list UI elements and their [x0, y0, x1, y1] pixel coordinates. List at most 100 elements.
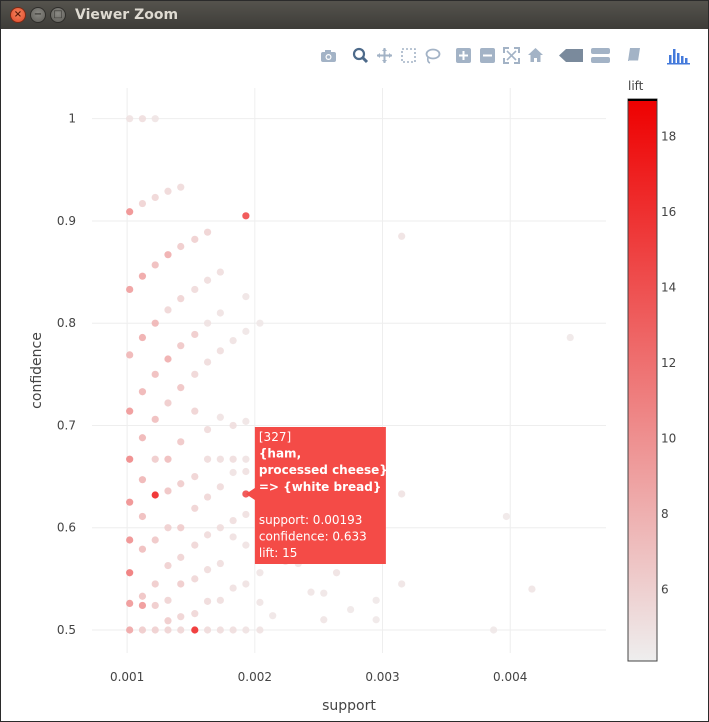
scatter-point[interactable]	[138, 601, 147, 610]
scatter-point[interactable]	[126, 498, 134, 506]
box-select-icon[interactable]	[401, 48, 416, 63]
scatter-point[interactable]	[191, 285, 199, 294]
scatter-point[interactable]	[398, 232, 406, 240]
scatter-point[interactable]	[138, 592, 147, 600]
scatter-point[interactable]	[138, 199, 147, 208]
scatter-point[interactable]	[372, 596, 380, 604]
reset-axes-icon[interactable]	[528, 48, 543, 62]
scatter-point[interactable]	[229, 533, 237, 541]
scatter-point[interactable]	[216, 413, 224, 421]
scatter-point[interactable]	[216, 309, 224, 317]
scatter-point[interactable]	[177, 613, 185, 621]
scatter-point[interactable]	[164, 596, 172, 604]
scatter-point[interactable]	[164, 561, 172, 570]
scatter-point[interactable]	[177, 242, 185, 251]
scatter-point[interactable]	[320, 616, 328, 624]
scatter-point[interactable]	[242, 327, 250, 335]
close-button[interactable]: ×	[10, 7, 26, 23]
scatter-point[interactable]	[138, 115, 147, 123]
scatter-point[interactable]	[229, 421, 237, 430]
zoom-out-icon[interactable]	[480, 48, 495, 63]
scatter-point[interactable]	[177, 438, 185, 446]
scatter-point[interactable]	[229, 626, 237, 634]
scatter-point[interactable]	[229, 516, 237, 525]
scatter-point[interactable]	[229, 584, 237, 592]
scatter-point[interactable]	[177, 342, 185, 350]
scatter-point[interactable]	[151, 626, 159, 634]
scatter-point[interactable]	[177, 480, 185, 488]
scatter-point[interactable]	[138, 545, 147, 553]
scatter-point[interactable]	[216, 559, 224, 568]
scatter-point[interactable]	[126, 351, 134, 359]
scatter-point[interactable]	[151, 370, 159, 378]
scatter-point[interactable]	[138, 333, 147, 342]
scatter-point[interactable]	[229, 336, 237, 345]
scatter-point[interactable]	[138, 434, 147, 442]
scatter-point[interactable]	[177, 384, 185, 392]
scatter-point[interactable]	[216, 596, 224, 604]
scatter-point[interactable]	[242, 510, 250, 519]
scatter-point[interactable]	[138, 272, 147, 280]
scatter-point[interactable]	[191, 541, 199, 549]
camera-icon[interactable]	[321, 50, 336, 62]
scatter-point[interactable]	[203, 531, 212, 539]
scatter-point[interactable]	[151, 261, 159, 269]
scatter-point[interactable]	[164, 355, 172, 363]
scatter-point[interactable]	[151, 115, 159, 123]
scatter-point[interactable]	[216, 268, 224, 276]
scatter-point[interactable]	[203, 566, 212, 574]
scatter-point[interactable]	[242, 541, 250, 549]
scatter-point[interactable]	[203, 626, 212, 634]
scatter-point[interactable]	[242, 293, 250, 301]
scatter-point[interactable]	[126, 208, 134, 216]
scatter-point[interactable]	[203, 228, 212, 236]
scatter-point[interactable]	[242, 490, 250, 498]
scatter-point[interactable]	[307, 588, 315, 596]
scatter-point[interactable]	[203, 319, 212, 327]
scatter-point[interactable]	[242, 212, 250, 220]
scatter-point[interactable]	[164, 524, 172, 532]
scatter-point[interactable]	[164, 617, 172, 625]
scatter-point[interactable]	[398, 490, 406, 498]
scatter-point[interactable]	[229, 455, 237, 463]
scatter-point[interactable]	[566, 333, 574, 342]
scatter-point[interactable]	[398, 580, 406, 588]
scatter-point[interactable]	[203, 597, 212, 605]
lasso-icon[interactable]	[425, 48, 441, 64]
scatter-point[interactable]	[151, 601, 159, 610]
scatter-point[interactable]	[164, 399, 172, 407]
scatter-point[interactable]	[126, 536, 134, 544]
scatter-point[interactable]	[203, 455, 212, 463]
scatter-point[interactable]	[256, 626, 264, 634]
scatter-point[interactable]	[126, 115, 134, 123]
scatter-point[interactable]	[320, 589, 328, 597]
scatter-point[interactable]	[126, 626, 134, 634]
scatter-point[interactable]	[151, 415, 159, 423]
scatter-point[interactable]	[490, 626, 498, 634]
scatter-point[interactable]	[151, 580, 159, 588]
spike-lines-icon[interactable]	[559, 49, 583, 62]
scatter-point[interactable]	[256, 569, 264, 577]
closest-hover-icon[interactable]	[628, 48, 640, 62]
scatter-point[interactable]	[242, 626, 250, 634]
scatter-point[interactable]	[164, 487, 172, 495]
scatter-point[interactable]	[191, 626, 199, 634]
scatter-point[interactable]	[191, 504, 199, 512]
autoscale-icon[interactable]	[503, 47, 520, 64]
minimize-button[interactable]: −	[30, 7, 46, 23]
scatter-point[interactable]	[164, 455, 172, 463]
scatter-point[interactable]	[151, 319, 159, 327]
scatter-point[interactable]	[151, 536, 159, 544]
scatter-point[interactable]	[256, 598, 264, 606]
scatter-point[interactable]	[216, 524, 224, 532]
scatter-point[interactable]	[177, 553, 185, 561]
scatter-point[interactable]	[138, 626, 147, 634]
scatter-point[interactable]	[164, 251, 172, 259]
scatter-point[interactable]	[203, 358, 212, 366]
plotly-logo-icon[interactable]	[667, 49, 690, 65]
scatter-point[interactable]	[242, 417, 250, 425]
zoom-in-icon[interactable]	[456, 48, 471, 63]
scatter-point[interactable]	[126, 599, 134, 608]
scatter-point[interactable]	[177, 183, 185, 191]
scatter-point[interactable]	[269, 612, 277, 620]
